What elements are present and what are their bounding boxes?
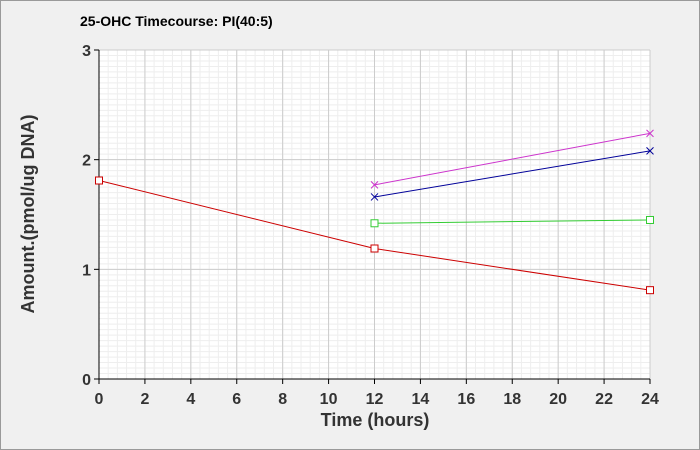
data-point-stroke: [370, 193, 379, 201]
x-tick-label: 12: [366, 391, 384, 408]
y-tick-label: 2: [82, 153, 91, 170]
data-point: [646, 129, 654, 138]
data-point-stroke: [370, 181, 379, 189]
data-point: [646, 147, 654, 155]
series-3: [370, 147, 654, 201]
series-line: [374, 219, 651, 224]
x-tick-label: 2: [140, 391, 149, 408]
chart-title: 25-OHC Timecourse: PI(40:5): [80, 13, 273, 29]
x-tick-label: 14: [412, 391, 430, 408]
series-layer: [95, 129, 654, 295]
data-point: [370, 193, 379, 201]
data-point: [370, 181, 379, 189]
data-point-stroke: [646, 129, 654, 138]
x-tick-label: 10: [320, 391, 338, 408]
series-1: [95, 176, 654, 295]
axes: [98, 50, 650, 380]
major-grid: [94, 49, 651, 384]
data-point: [95, 176, 103, 185]
data-point: [370, 244, 379, 253]
x-tick-labels: 0 2 4 6 8 10 12 14 16 18 20 22 24: [95, 391, 659, 408]
x-tick-label: 22: [595, 391, 613, 408]
x-tick-label: 6: [232, 391, 241, 408]
x-tick-label: 18: [503, 391, 521, 408]
y-tick-label: 0: [82, 372, 91, 389]
x-tick-label: 20: [549, 391, 567, 408]
series-2: [370, 215, 654, 228]
data-point: [370, 219, 379, 228]
x-tick-label: 0: [95, 391, 104, 408]
series-line: [374, 150, 651, 198]
data-point: [646, 286, 654, 295]
y-tick-label: 3: [82, 43, 91, 60]
y-axis-label: Amount.(pmol/ug DNA): [18, 115, 38, 314]
data-point-stroke: [646, 147, 654, 155]
series-4: [370, 129, 654, 189]
x-tick-label: 4: [186, 391, 195, 408]
y-tick-labels: 0 1 2 3: [82, 43, 91, 389]
series-line: [374, 132, 651, 186]
data-point: [646, 215, 654, 224]
x-tick-label: 16: [457, 391, 475, 408]
x-axis-label: Time (hours): [321, 410, 430, 430]
x-tick-label: 24: [641, 391, 659, 408]
y-tick-label: 1: [82, 262, 91, 279]
x-tick-label: 8: [278, 391, 287, 408]
